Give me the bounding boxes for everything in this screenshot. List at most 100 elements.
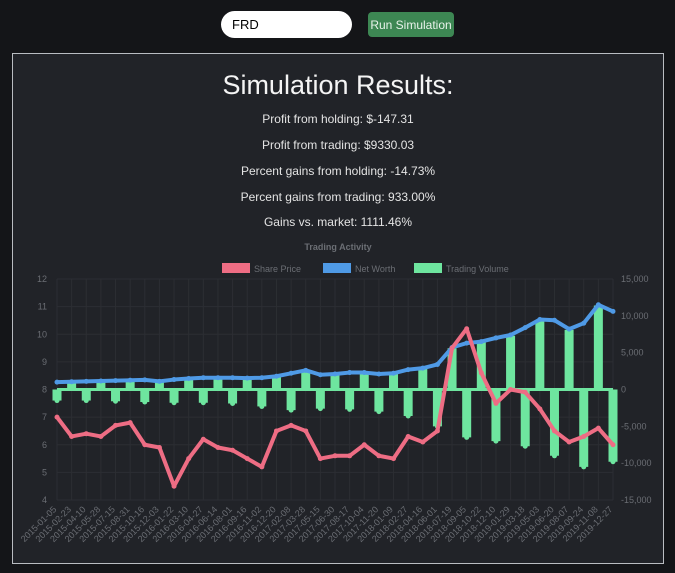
net-worth-point bbox=[186, 375, 192, 381]
volume-point bbox=[317, 406, 323, 412]
share-price-point bbox=[259, 464, 265, 470]
net-worth-point bbox=[259, 375, 265, 381]
share-price-point bbox=[537, 406, 543, 412]
share-price-point bbox=[376, 453, 382, 459]
legend-swatch-0 bbox=[222, 263, 250, 273]
share-price-point bbox=[288, 422, 294, 428]
y-left-tick: 4 bbox=[42, 495, 47, 505]
volume-point bbox=[259, 403, 265, 409]
legend-swatch-2 bbox=[414, 263, 442, 273]
net-worth-point bbox=[83, 378, 89, 384]
legend-label-0: Share Price bbox=[254, 264, 301, 274]
net-worth-point bbox=[508, 332, 514, 338]
share-price-point bbox=[200, 436, 206, 442]
net-worth-point bbox=[156, 378, 162, 384]
net-worth-point bbox=[127, 377, 133, 383]
net-worth-point bbox=[434, 361, 440, 367]
chart-legend: Share Price Net Worth Trading Volume bbox=[222, 263, 509, 274]
net-worth-point bbox=[200, 375, 206, 381]
volume-point bbox=[113, 398, 119, 404]
stat-gains-vs-market: Gains vs. market: 1111.46% bbox=[263, 215, 413, 229]
net-worth-point bbox=[142, 377, 148, 383]
share-price-point bbox=[361, 442, 367, 448]
y-left-tick: 7 bbox=[42, 412, 47, 422]
share-price-point bbox=[186, 456, 192, 462]
share-price-point bbox=[551, 428, 557, 434]
volume-point bbox=[551, 453, 557, 459]
share-price-point bbox=[434, 428, 440, 434]
chart-title: Trading Activity bbox=[304, 242, 371, 252]
y-left-tick: 11 bbox=[38, 302, 47, 312]
share-price-point bbox=[142, 442, 148, 448]
volume-point bbox=[83, 398, 89, 404]
net-worth-point bbox=[215, 375, 221, 381]
y-left-tick: 10 bbox=[37, 329, 47, 339]
legend-swatch-1 bbox=[323, 263, 351, 273]
volume-point bbox=[171, 400, 177, 406]
legend-label-1: Net Worth bbox=[355, 264, 395, 274]
share-price-point bbox=[98, 433, 104, 439]
trading-activity-chart: Trading Activity Share Price Net Worth Tra… bbox=[19, 242, 652, 544]
share-price-point bbox=[391, 456, 397, 462]
volume-point bbox=[230, 400, 236, 406]
volume-point bbox=[581, 464, 587, 470]
volume-point bbox=[405, 413, 411, 419]
y-right-tick: -15,000 bbox=[621, 495, 652, 505]
net-worth-point bbox=[244, 375, 250, 381]
volume-point bbox=[493, 438, 499, 444]
net-worth-point bbox=[361, 370, 367, 376]
share-price-point bbox=[581, 433, 587, 439]
run-simulation-button[interactable]: Run Simulation bbox=[368, 12, 454, 37]
net-worth-point bbox=[493, 335, 499, 341]
share-price-point bbox=[156, 445, 162, 451]
net-worth-point bbox=[273, 373, 279, 379]
share-price-point bbox=[478, 370, 484, 376]
net-worth-point bbox=[478, 339, 484, 345]
share-price-point bbox=[215, 445, 221, 451]
net-worth-point bbox=[581, 320, 587, 326]
share-price-point bbox=[347, 453, 353, 459]
share-price-point bbox=[113, 422, 119, 428]
net-worth-point bbox=[420, 365, 426, 371]
net-worth-point bbox=[595, 302, 601, 308]
net-worth-point bbox=[537, 317, 543, 323]
ticker-input[interactable] bbox=[221, 11, 352, 38]
share-price-point bbox=[566, 439, 572, 445]
stat-profit-trading: Profit from trading: $9330.03 bbox=[261, 138, 415, 152]
net-worth-point bbox=[171, 377, 177, 383]
share-price-point bbox=[54, 414, 60, 420]
net-worth-point bbox=[98, 378, 104, 384]
net-worth-point bbox=[551, 317, 557, 323]
volume-point bbox=[142, 399, 148, 405]
net-worth-point bbox=[464, 340, 470, 346]
share-price-point bbox=[303, 428, 309, 434]
net-worth-point bbox=[347, 370, 353, 376]
volume-point bbox=[610, 459, 616, 465]
stat-profit-holding: Profit from holding: $-147.31 bbox=[262, 112, 414, 126]
volume-point bbox=[288, 407, 294, 413]
share-price-point bbox=[610, 442, 616, 448]
volume-point bbox=[54, 398, 60, 404]
volume-point bbox=[200, 400, 206, 406]
volume-point bbox=[464, 434, 470, 440]
y-left-tick: 12 bbox=[37, 274, 47, 284]
share-price-point bbox=[83, 431, 89, 437]
y-left-tick: 5 bbox=[42, 467, 47, 477]
share-price-point bbox=[69, 433, 75, 439]
share-price-point bbox=[522, 389, 528, 395]
y-right-tick: 5,000 bbox=[621, 348, 644, 358]
results-panel: Simulation Results: Profit from holding:… bbox=[12, 53, 664, 564]
net-worth-point bbox=[610, 308, 616, 314]
net-worth-point bbox=[230, 375, 236, 381]
share-price-point bbox=[420, 439, 426, 445]
share-price-point bbox=[230, 447, 236, 453]
share-price-point bbox=[127, 420, 133, 426]
y-right-tick: 15,000 bbox=[621, 274, 649, 284]
share-price-point bbox=[273, 428, 279, 434]
results-title: Simulation Results: bbox=[222, 70, 454, 100]
y-right-tick: -5,000 bbox=[621, 421, 647, 431]
stat-percent-holding: Percent gains from holding: -14.73% bbox=[240, 164, 436, 178]
y-right-tick: 10,000 bbox=[621, 311, 649, 321]
net-worth-point bbox=[69, 379, 75, 385]
y-left-tick: 8 bbox=[42, 385, 47, 395]
